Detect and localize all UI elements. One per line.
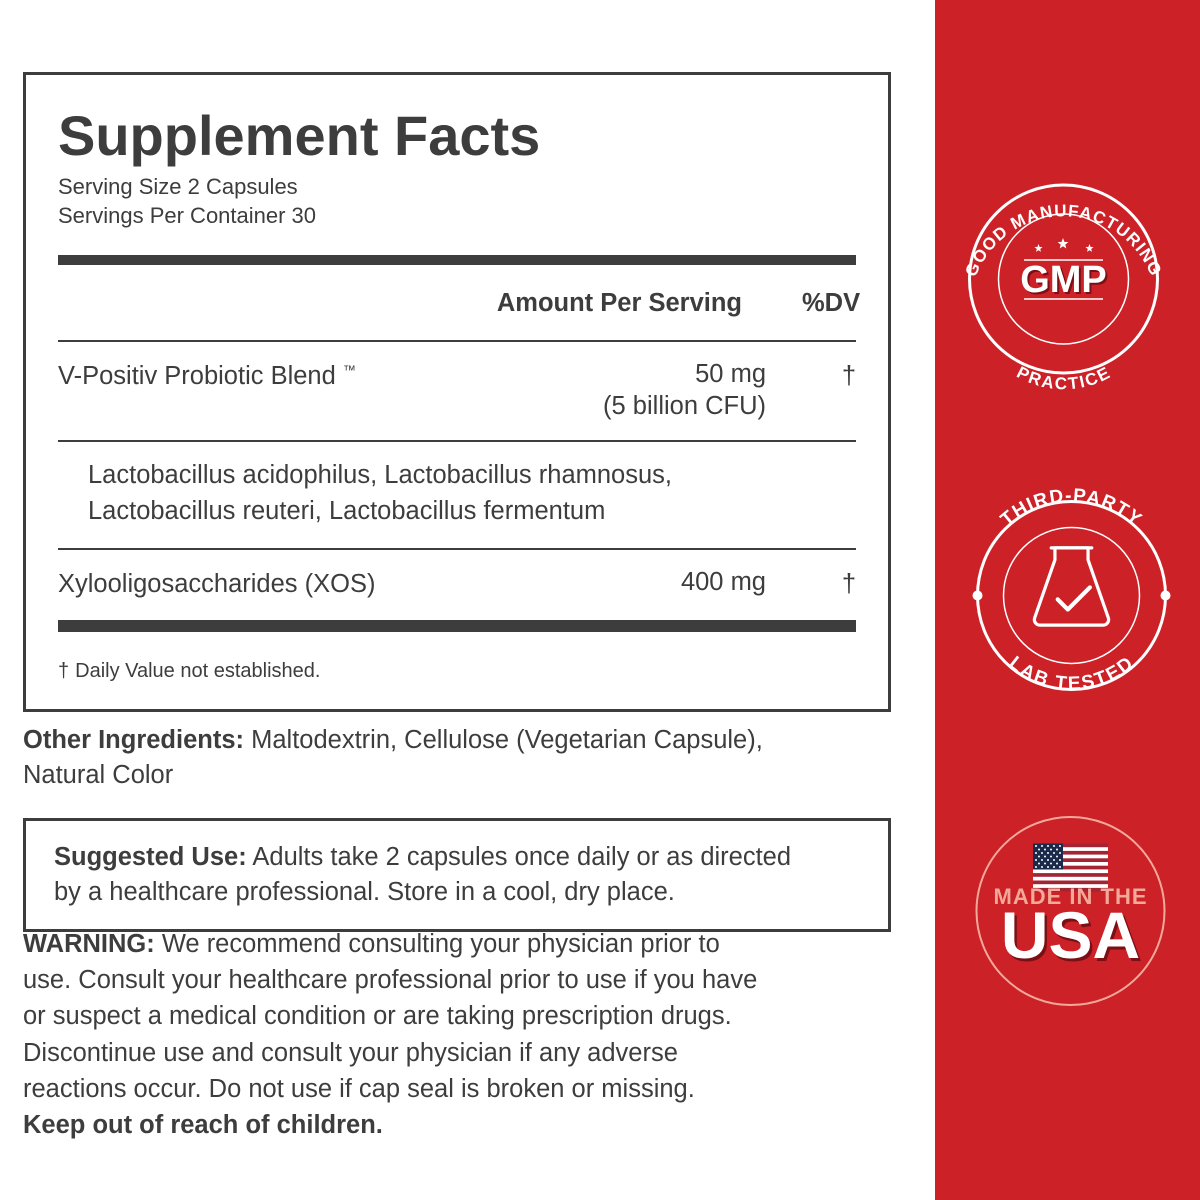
svg-text:GMP: GMP <box>1020 259 1107 301</box>
svg-text:USA: USA <box>1001 898 1140 972</box>
svg-text:PRACTICE: PRACTICE <box>1014 363 1115 394</box>
svg-text:LAB TESTED: LAB TESTED <box>1005 652 1139 695</box>
svg-text:THIRD-PARTY: THIRD-PARTY <box>997 485 1146 530</box>
